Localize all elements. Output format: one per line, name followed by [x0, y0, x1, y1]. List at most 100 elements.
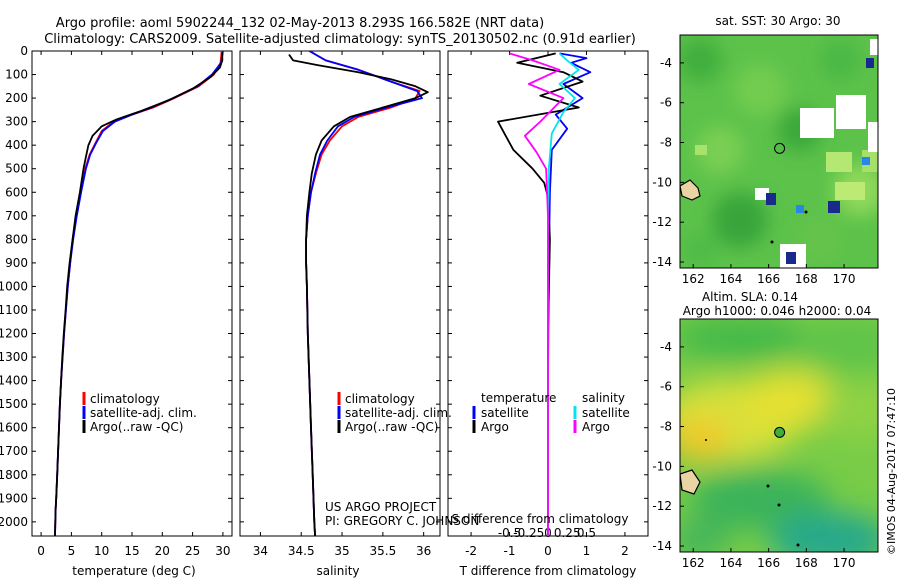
y-tick-label: 600: [5, 185, 28, 199]
s-tick-label: -0.25: [513, 526, 544, 540]
sst-patch: [826, 152, 852, 172]
s-tick-label: 0.25: [554, 526, 581, 540]
salinity-profiles: [288, 51, 429, 536]
map-x-tick-label: 170: [833, 272, 856, 286]
series-line-t-satellite: [547, 52, 592, 536]
sst-map: [680, 35, 878, 268]
x-tick-label: 36: [416, 544, 431, 558]
y-tick-label: 1100: [0, 303, 28, 317]
legend-climatology-label: climatology: [345, 392, 415, 406]
map-x-tick-label: 162: [682, 272, 705, 286]
island-dot: [804, 210, 808, 214]
argo-location-marker: [774, 426, 786, 438]
x-tick-label: 34: [253, 544, 268, 558]
x-tick-label: 35.5: [369, 544, 396, 558]
sst-patch: [695, 145, 707, 155]
y-tick-label: 700: [5, 209, 28, 223]
x-tick-label: 2: [621, 544, 629, 558]
y-tick-label: 1800: [0, 468, 28, 482]
x-tick-label: 25: [185, 544, 200, 558]
series-line-t-argo: [497, 52, 584, 536]
legend-t-satellite-label: satellite: [481, 406, 529, 420]
depth-axis: 0 100 200 300 400 500 600 700 800 900 1000 1100 1200…: [0, 44, 648, 529]
map-y-tick-label: -6: [660, 380, 672, 394]
temperature-x-label: temperature (deg C): [72, 564, 195, 578]
temperature-x-axis: 0 5 10 15 20 25 30: [37, 51, 231, 558]
series-line-argo-raw-qc: [54, 52, 224, 536]
sla-map-subtitle: Argo h1000: 0.046 h2000: 0.04: [683, 304, 872, 318]
y-tick-label: 300: [5, 115, 28, 129]
header-line-2: Climatology: CARS2009. Satellite-adjuste…: [44, 32, 636, 47]
project-name: US ARGO PROJECT: [325, 500, 437, 514]
sst-map-title: sat. SST: 30 Argo: 30: [715, 14, 840, 28]
map-y-tick-label: -12: [652, 215, 672, 229]
y-tick-label: 1700: [0, 444, 28, 458]
legend-argo-label: Argo(..raw -QC): [345, 420, 438, 434]
sst-cold-cell: [786, 252, 796, 264]
salinity-panel-frame: [239, 50, 441, 537]
map-x-tick-label: 164: [719, 556, 742, 570]
t-difference-x-label: T difference from climatology: [459, 564, 637, 578]
map-y-tick-label: -6: [660, 96, 672, 110]
s-difference-x-axis: -0.5-0.25 0 0.250.5: [498, 526, 596, 540]
temperature-panel-frame: [31, 50, 233, 537]
copyright-stamp: ©IMOS 04-Aug-2017 07:47:10: [885, 388, 898, 555]
temperature-profiles: [54, 51, 224, 536]
legend-s-argo-label: Argo: [582, 420, 610, 434]
series-line-s-satellite: [547, 52, 580, 536]
sst-missing-data: [870, 39, 878, 55]
sst-cold-cell: [766, 193, 776, 205]
difference-legend: temperature salinity satellite Argo sate…: [472, 391, 630, 434]
x-tick-label: 35: [334, 544, 349, 558]
map-y-tick-label: -12: [652, 499, 672, 513]
salinity-legend: climatology satellite-adj. clim. Argo(..…: [337, 392, 452, 434]
s-tick-label: -0.5: [498, 526, 521, 540]
sst-map-axes: 162 164 166 168 170 -4 -6 -8 -10 -12 -14: [652, 56, 855, 286]
y-tick-label: 1500: [0, 397, 28, 411]
sst-missing-data: [800, 108, 834, 138]
sst-patch: [835, 182, 865, 200]
x-tick-label: 30: [215, 544, 230, 558]
x-tick-label: -2: [465, 544, 477, 558]
legend-argo-label: Argo(..raw -QC): [90, 420, 183, 434]
y-tick-label: 2000: [0, 515, 28, 529]
series-line-s-argo: [509, 52, 565, 536]
temperature-legend: climatology satellite-adj. clim. Argo(..…: [82, 392, 197, 434]
x-tick-label: 1: [583, 544, 591, 558]
argo-location-marker: [774, 142, 786, 154]
legend-satellite-label: satellite-adj. clim.: [90, 406, 197, 420]
island-dot: [705, 439, 707, 441]
y-tick-label: 0: [20, 44, 28, 58]
salinity-x-label: salinity: [316, 564, 359, 578]
sla-map-title: Altim. SLA: 0.14: [702, 290, 798, 304]
map-y-tick-label: -14: [652, 255, 672, 269]
sst-field-texture: [680, 38, 878, 268]
x-tick-label: -1: [504, 544, 516, 558]
map-y-tick-label: -4: [660, 340, 672, 354]
series-line-climatology: [54, 51, 223, 536]
y-tick-label: 900: [5, 256, 28, 270]
x-tick-label: 15: [124, 544, 139, 558]
x-tick-label: 34.5: [288, 544, 315, 558]
map-x-tick-label: 168: [795, 272, 818, 286]
island-dot: [796, 543, 800, 547]
sla-map-axes: 162 164 166 168 170 -4 -6 -8 -10 -12 -14: [652, 340, 855, 570]
t-difference-x-axis: -2 -1 0 1 2: [465, 51, 629, 558]
legend-s-satellite-label: satellite: [582, 406, 630, 420]
sst-cold-cell: [866, 58, 874, 68]
sst-cool-cell: [796, 205, 804, 213]
sst-missing-data: [868, 122, 878, 152]
map-x-tick-label: 170: [833, 556, 856, 570]
legend-satellite-label: satellite-adj. clim.: [345, 406, 452, 420]
x-tick-label: 5: [68, 544, 76, 558]
y-tick-label: 1000: [0, 279, 28, 293]
y-tick-label: 400: [5, 138, 28, 152]
map-x-tick-label: 164: [719, 272, 742, 286]
y-tick-label: 200: [5, 91, 28, 105]
map-y-tick-label: -14: [652, 539, 672, 553]
s-tick-label: 0.5: [577, 526, 596, 540]
island-outline: [680, 179, 701, 201]
sst-missing-data: [836, 95, 866, 129]
legend-temperature-header: temperature: [481, 391, 556, 405]
map-y-tick-label: -8: [660, 420, 672, 434]
